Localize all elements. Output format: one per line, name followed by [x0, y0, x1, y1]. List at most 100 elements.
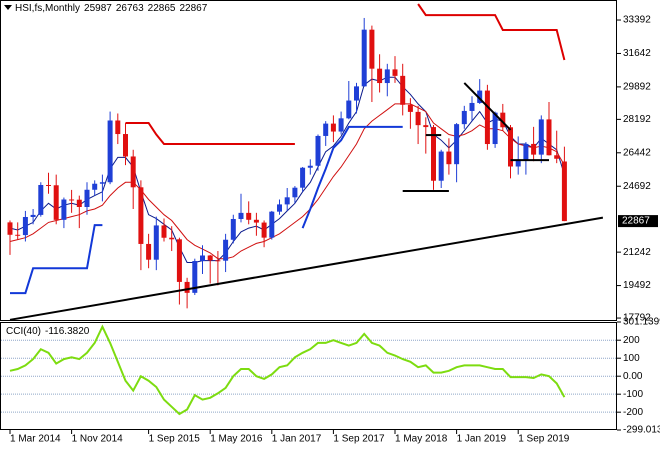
candle-body [7, 222, 13, 235]
candle-body [176, 239, 182, 282]
plot-layer [1, 3, 616, 416]
candle-body [207, 255, 213, 261]
indicator-line [10, 125, 403, 295]
candle-body [546, 119, 552, 156]
candle-body [554, 155, 560, 159]
candle-body [169, 237, 175, 240]
candle-body [431, 127, 436, 181]
candle-body [454, 124, 460, 165]
y-tick-label: 33392 [623, 15, 651, 26]
candle-body [238, 212, 244, 219]
x-tick-label: 1 May 2018 [395, 434, 448, 445]
candle-body [523, 143, 529, 160]
candle-body [107, 120, 113, 183]
close-value: 22867 [179, 3, 207, 14]
open-value: 25987 [84, 3, 112, 14]
candle-body [30, 214, 36, 217]
candle-body [484, 90, 490, 145]
candle-body [508, 127, 513, 167]
candle-body [307, 165, 313, 168]
y-tick-label: 0.00 [623, 371, 643, 382]
x-tick-label: 1 Jan 2019 [457, 434, 507, 445]
candle-body [161, 225, 167, 238]
candle-body [284, 197, 290, 205]
y-tick-label: 19492 [623, 280, 651, 291]
y-tick-label: 301.1399 [623, 317, 660, 328]
candle-body [361, 29, 367, 87]
menu-arrow [4, 5, 12, 10]
candle-body [123, 134, 128, 157]
candle-body [215, 260, 221, 262]
cci-panel [0, 322, 617, 430]
candle-body [323, 123, 329, 136]
x-tick-label: 1 Jan 2017 [272, 434, 322, 445]
candle-body [561, 161, 567, 222]
y-tick-label: 21242 [623, 247, 651, 258]
candle-body [469, 102, 475, 111]
y-tick-label: 26442 [623, 147, 651, 158]
candle-body [369, 29, 375, 69]
candle-body [22, 216, 28, 236]
cci-current: -116.3820 [45, 326, 90, 337]
candle-body [538, 119, 544, 155]
symbol: HSI,fs,Monthly [15, 3, 80, 14]
indicator-line [9, 103, 565, 260]
candle-body [46, 184, 51, 186]
candle-body [330, 123, 336, 132]
candle-body [300, 167, 306, 188]
candle-body [99, 182, 105, 184]
high-value: 26763 [116, 3, 144, 14]
candle-body [277, 204, 282, 212]
indicator-line [125, 3, 566, 145]
candle-body [338, 118, 344, 132]
candle-body [53, 185, 59, 220]
y-tick-label: -200 [623, 407, 643, 418]
candle-body [377, 68, 383, 84]
current-price: 22867 [622, 216, 650, 227]
price-label-box [618, 215, 658, 228]
candle-body [261, 222, 267, 238]
y-tick-label: 100 [623, 353, 640, 364]
candle-body [84, 189, 90, 207]
candle-body [415, 111, 421, 126]
trend-line [9, 216, 604, 321]
candle-body [392, 69, 398, 76]
candle-body [253, 219, 259, 223]
candle-body [400, 75, 406, 105]
y-tick-label: 200 [623, 335, 640, 346]
y-tick-label: -100 [623, 389, 643, 400]
candle-body [515, 159, 521, 167]
candle-body [384, 69, 390, 84]
candle-body [76, 199, 82, 207]
cci-line [9, 324, 566, 416]
candle-body [500, 112, 506, 128]
candle-body [477, 90, 483, 103]
candle-body [354, 86, 359, 101]
candle-body [200, 255, 205, 262]
candle-body [438, 151, 444, 181]
cci-name: CCI(40) [6, 326, 41, 337]
price-header: HSI,fs,Monthly 25987 26763 22865 22867 [15, 3, 208, 14]
candle-body [130, 156, 136, 188]
x-tick-label: 1 Sep 2015 [149, 434, 201, 445]
candle-body [61, 199, 67, 220]
y-tick-label: 28192 [623, 114, 651, 125]
candle-body [192, 261, 198, 293]
candle-body [315, 135, 321, 166]
x-tick-label: 1 Sep 2019 [518, 434, 570, 445]
candle-body [223, 239, 229, 261]
candle-body [92, 183, 98, 190]
low-value: 22865 [148, 3, 176, 14]
candle-body [346, 100, 352, 119]
trend-line [463, 82, 512, 131]
cci-header: CCI(40) -116.3820 [6, 326, 90, 337]
x-tick-label: 1 Sep 2017 [333, 434, 385, 445]
x-tick-label: 1 May 2016 [210, 434, 263, 445]
y-tick-label: 24692 [623, 181, 651, 192]
candle-body [69, 199, 75, 201]
candle-body [407, 104, 413, 112]
y-tick-label: -299.013 [623, 425, 660, 436]
candle-body [269, 211, 275, 238]
y-tick-label: 31642 [623, 48, 651, 59]
